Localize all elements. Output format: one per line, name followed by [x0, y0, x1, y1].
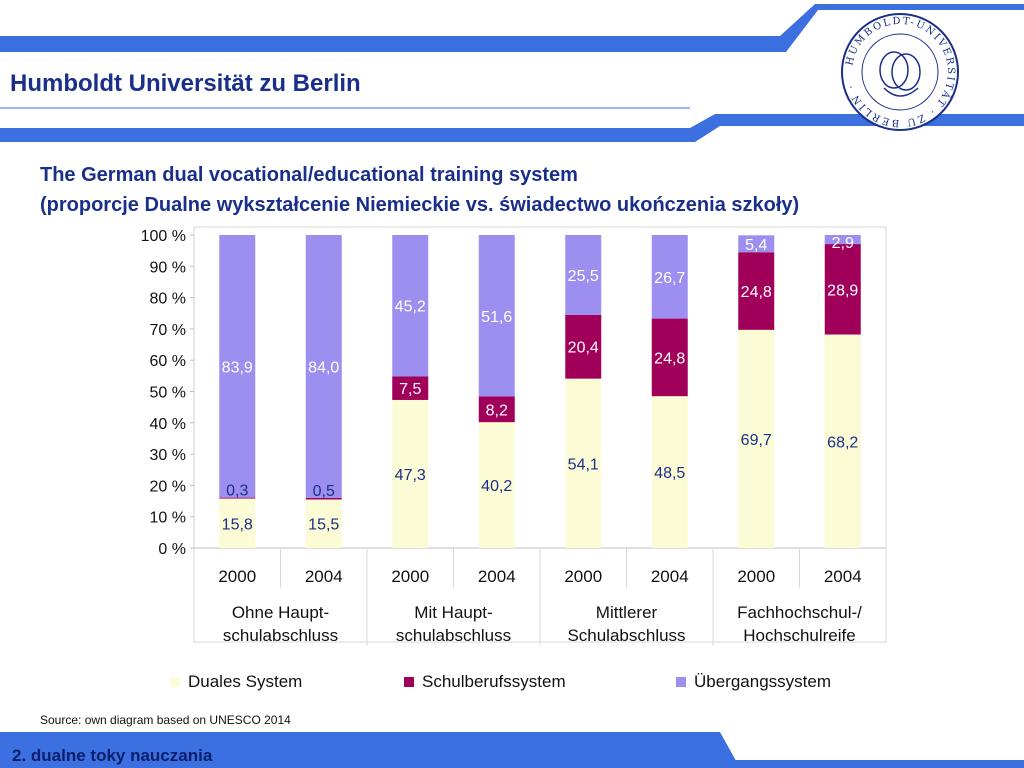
data-label: 45,2	[395, 299, 426, 316]
x-year-label: 2000	[218, 567, 256, 586]
x-group-label-line2: schulabschluss	[223, 626, 338, 645]
x-group-label-line2: Hochschulreife	[743, 626, 855, 645]
legend-swatch	[404, 677, 414, 687]
y-tick-label: 90 %	[150, 259, 186, 276]
y-tick-label: 10 %	[150, 510, 186, 527]
data-label: 15,5	[308, 517, 339, 534]
y-tick-label: 30 %	[150, 447, 186, 464]
x-year-label: 2000	[564, 567, 602, 586]
bar-segment	[565, 314, 602, 379]
bar-segment	[392, 399, 429, 548]
data-label: 84,0	[308, 359, 339, 376]
y-tick-label: 20 %	[150, 478, 186, 495]
bar-segment	[651, 318, 688, 397]
legend-item: Schulberufssystem	[404, 670, 566, 694]
bar-segment	[738, 329, 775, 548]
x-year-label: 2004	[651, 567, 689, 586]
data-label: 26,7	[654, 270, 685, 287]
y-tick-label: 0 %	[158, 541, 186, 558]
bar-segment	[478, 396, 515, 423]
bar-segment	[738, 235, 775, 253]
bar-segment	[824, 334, 861, 548]
header-bottom-stripe	[0, 114, 1024, 142]
x-group-label-line2: Schulabschluss	[567, 626, 685, 645]
y-tick-label: 100 %	[141, 228, 186, 245]
bar-segment	[305, 497, 342, 500]
data-label: 5,4	[745, 237, 767, 254]
bar-segment	[219, 235, 256, 498]
institution-title: Humboldt Universität zu Berlin	[10, 70, 361, 97]
bar-segment	[305, 499, 342, 548]
data-label: 0,3	[226, 483, 248, 500]
y-tick-label: 60 %	[150, 353, 186, 370]
data-label: 69,7	[741, 432, 772, 449]
slide-title-line1: The German dual vocational/educational t…	[40, 164, 578, 186]
bar-segment	[565, 235, 602, 315]
x-group-label-line1: Fachhochschul-/	[737, 603, 862, 622]
data-label: 24,8	[654, 350, 685, 367]
legend-item: Übergangssystem	[676, 670, 831, 694]
x-year-label: 2000	[737, 567, 775, 586]
data-label: 2,9	[832, 235, 854, 252]
x-group-label-line2: schulabschluss	[396, 626, 511, 645]
data-label: 8,2	[486, 402, 508, 419]
bar-segment	[392, 235, 429, 377]
slide-title-line2: (proporcje Dualne wykształcenie Niemieck…	[40, 194, 800, 216]
data-label: 7,5	[399, 381, 421, 398]
data-label: 24,8	[741, 284, 772, 301]
bar-segment	[824, 235, 861, 245]
legend-item: Duales System	[170, 670, 302, 694]
legend-label: Schulberufssystem	[422, 672, 566, 691]
legend-label: Duales System	[188, 672, 303, 691]
data-label: 48,5	[654, 465, 685, 482]
legend-swatch	[676, 677, 686, 687]
bar-segment	[565, 378, 602, 548]
bar-segment	[392, 376, 429, 400]
header-top-stripe	[0, 4, 1024, 52]
x-year-label: 2004	[824, 567, 862, 586]
header-band	[0, 0, 1024, 150]
bar-segment	[219, 498, 256, 548]
y-tick-label: 50 %	[150, 385, 186, 402]
stacked-bar-chart: 0 % 10 % 20 % 30 % 40 % 50 % 60 % 70 % 80 % 90 % 1…	[141, 226, 887, 646]
footer-band	[0, 732, 1024, 768]
bar-segment	[219, 497, 256, 499]
legend-swatch	[170, 677, 180, 687]
data-label: 51,6	[481, 309, 512, 326]
chart-legend: Duales System Schulberufssystem Übergangss…	[0, 670, 1024, 694]
bar-segment	[651, 396, 688, 548]
data-label: 68,2	[827, 434, 858, 451]
x-year-label: 2000	[391, 567, 429, 586]
bar-segment	[305, 235, 342, 498]
y-tick-label: 40 %	[150, 416, 186, 433]
source-note: Source: own diagram based on UNESCO 2014	[40, 713, 291, 727]
x-group-label-line1: Ohne Haupt-	[232, 603, 329, 622]
data-label: 25,5	[568, 268, 599, 285]
data-label: 28,9	[827, 282, 858, 299]
x-year-label: 2004	[305, 567, 343, 586]
bar-segment	[738, 252, 775, 330]
data-label: 15,8	[222, 516, 253, 533]
data-label: 20,4	[568, 340, 599, 357]
bar-segment	[651, 235, 688, 319]
data-label: 47,3	[395, 467, 426, 484]
legend-label: Übergangssystem	[694, 672, 832, 691]
data-label: 40,2	[481, 478, 512, 495]
bar-segment	[824, 244, 861, 335]
university-seal-logo: HUMBOLDT-UNIVERSITÄT · ZU BERLIN ·	[841, 13, 959, 131]
x-group-label-line1: Mittlerer	[596, 603, 658, 622]
data-label: 83,9	[222, 359, 253, 376]
x-group-label-line1: Mit Haupt-	[414, 603, 492, 622]
data-label: 54,1	[568, 456, 599, 473]
data-label: 0,5	[313, 483, 335, 500]
bar-segment	[478, 422, 515, 548]
slide-title: The German dual vocational/educational t…	[40, 160, 799, 220]
y-tick-label: 70 %	[150, 322, 186, 339]
bar-segment	[478, 235, 515, 397]
x-year-label: 2004	[478, 567, 516, 586]
footer-text: 2. dualne toky nauczania	[12, 746, 213, 765]
y-tick-label: 80 %	[150, 291, 186, 308]
